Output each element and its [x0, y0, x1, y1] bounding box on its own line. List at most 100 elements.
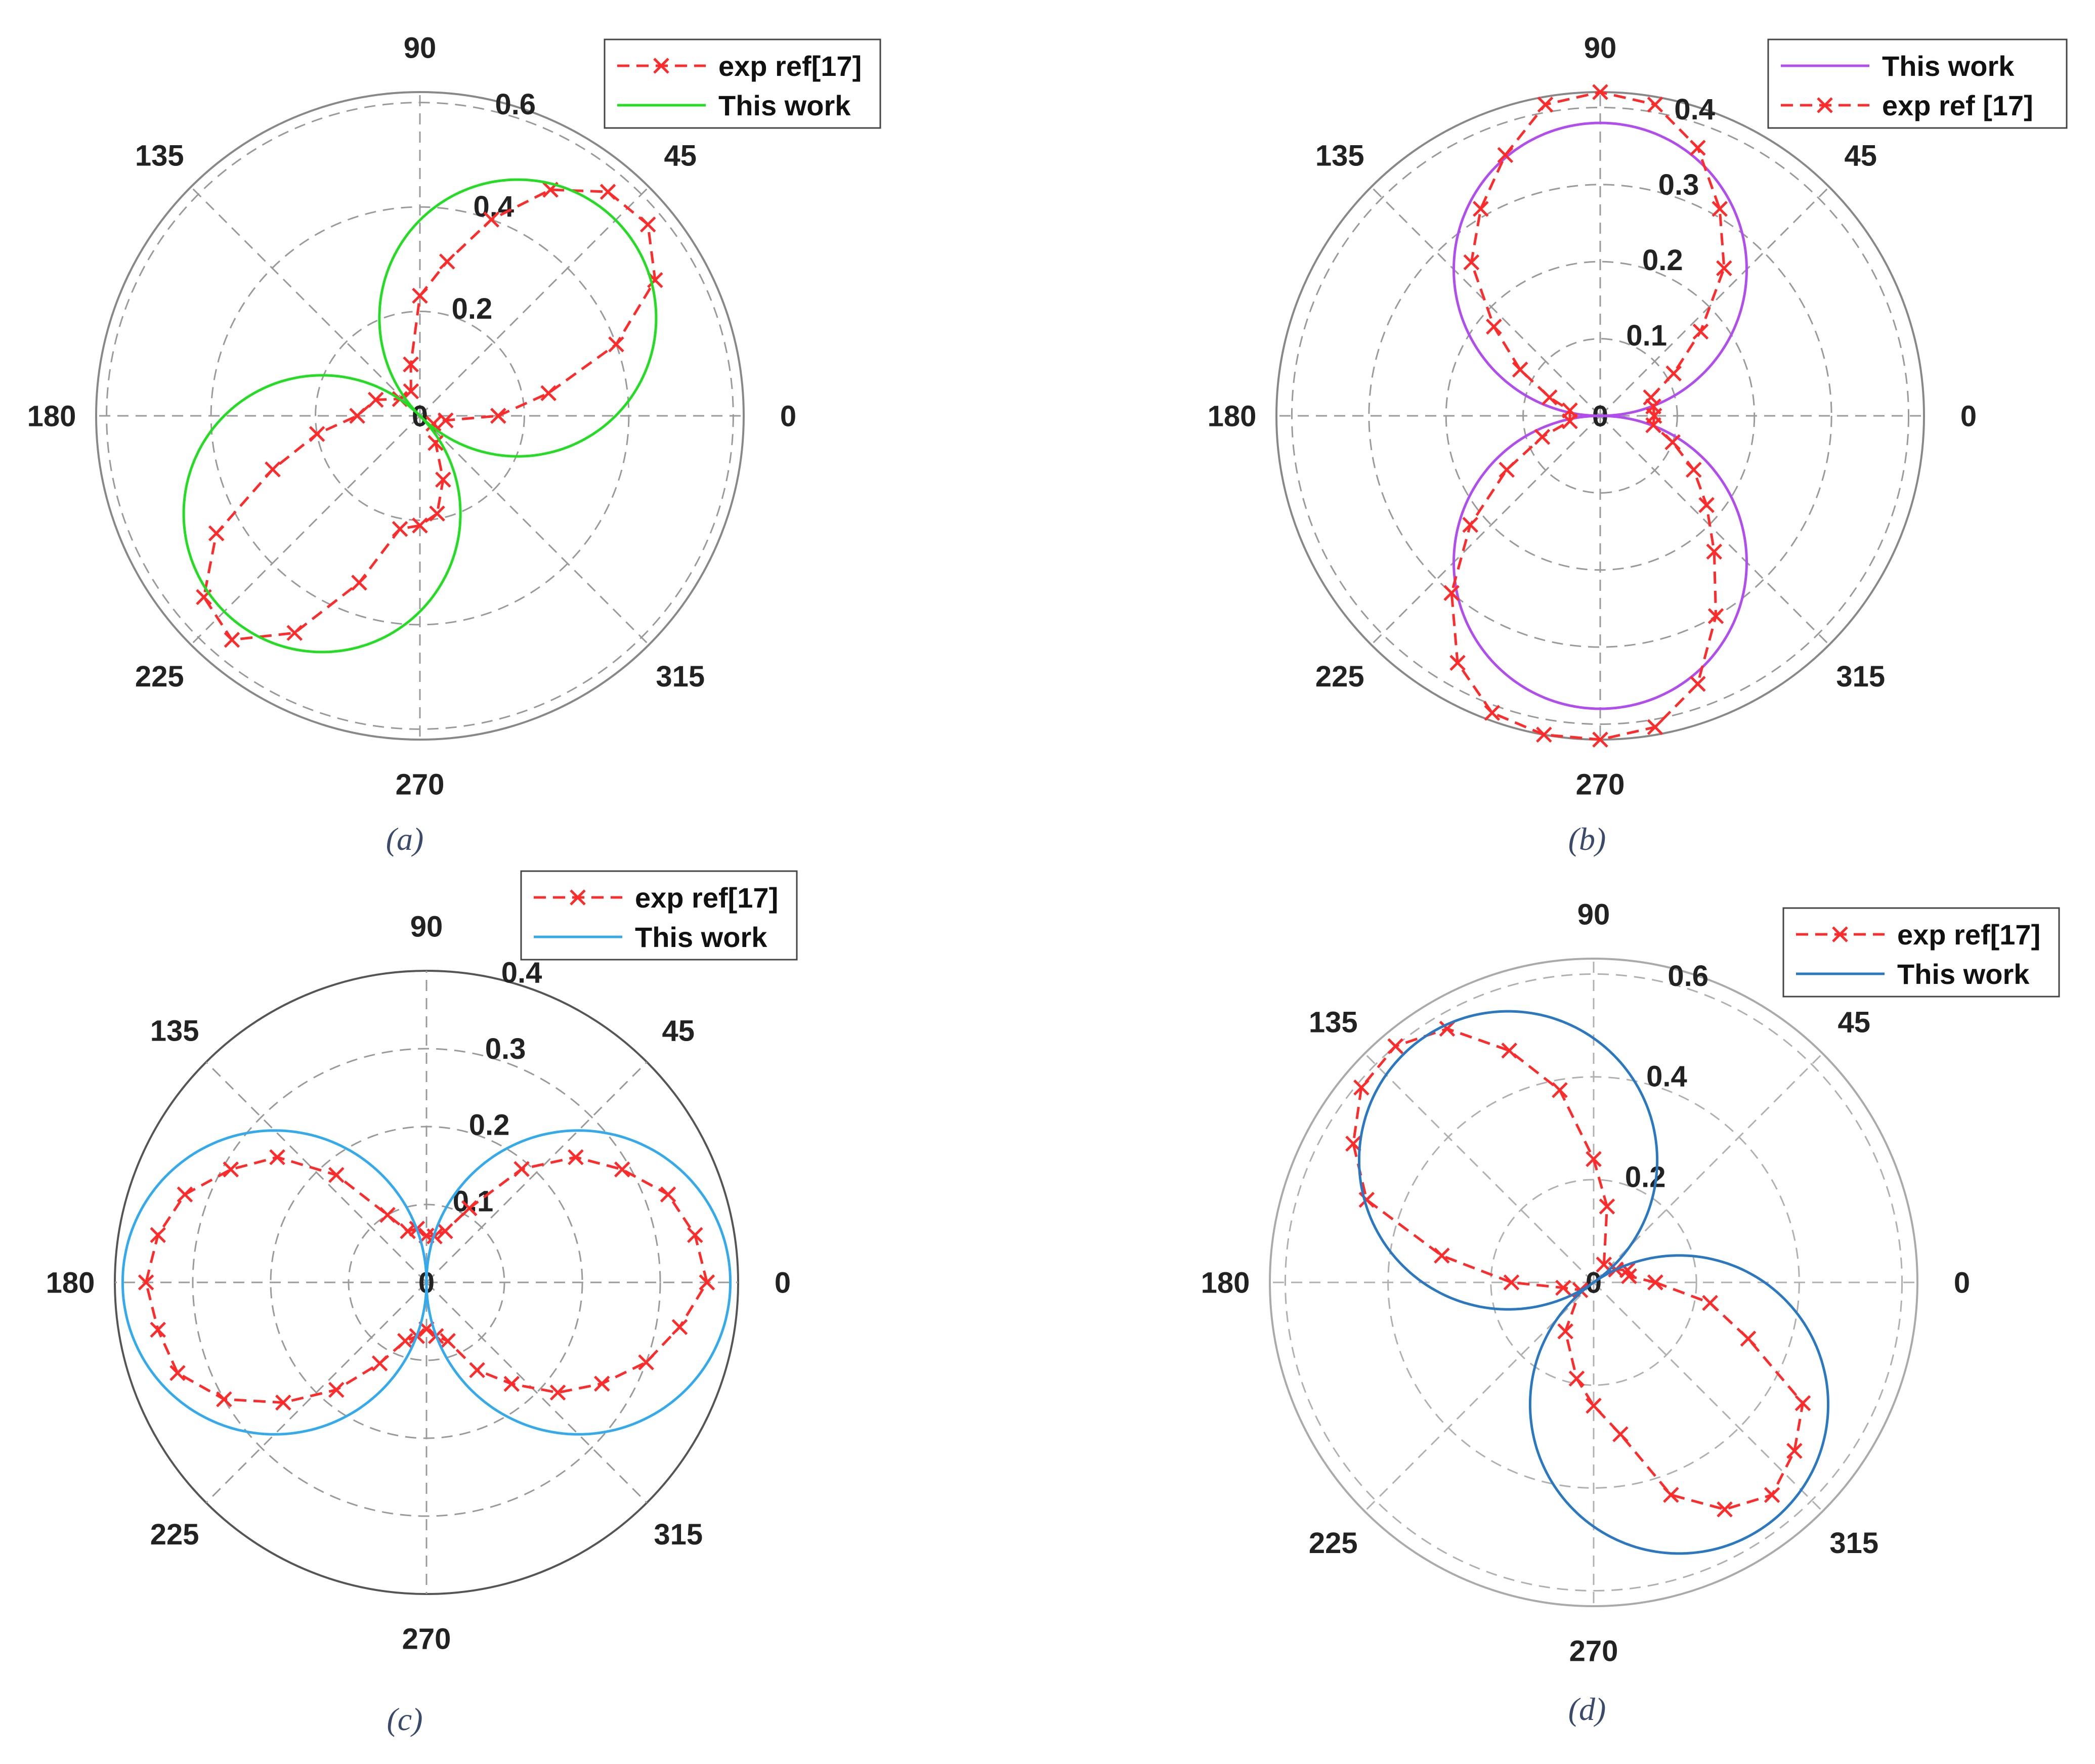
exp-data-point	[1612, 1426, 1629, 1442]
exp-data-point	[169, 1365, 186, 1381]
theta-tick-label: 225	[1315, 660, 1364, 693]
exp-data-point	[400, 1223, 416, 1239]
exp-data-point	[138, 1274, 154, 1290]
angular-grid-line	[1364, 1053, 1595, 1283]
exp-curve	[202, 188, 657, 641]
legend: exp ref[17] This work	[520, 870, 798, 961]
exp-data-point	[1663, 1487, 1679, 1503]
legend-marker	[1817, 97, 1833, 113]
theta-tick-label: 90	[404, 31, 437, 64]
exp-data-point	[514, 1161, 530, 1177]
model-curve	[182, 178, 658, 654]
theta-tick-label: 45	[1845, 140, 1877, 173]
exp-data-point	[1664, 434, 1681, 450]
theta-tick-label: 45	[664, 140, 697, 173]
legend-label: This work	[1882, 50, 2015, 82]
series-model	[1452, 121, 1748, 710]
exp-data-point	[435, 471, 451, 488]
legend-label: exp ref[17]	[635, 882, 778, 914]
exp-data-point	[427, 435, 444, 451]
exp-data-point	[437, 1223, 453, 1239]
legend-label: This work	[718, 90, 851, 121]
exp-data-point	[1555, 1279, 1571, 1296]
exp-data-point	[1599, 1198, 1615, 1215]
radial-grid-circle	[192, 1048, 661, 1517]
exp-data-point	[429, 505, 445, 522]
exp-data-point	[639, 217, 656, 233]
model-curve	[121, 1129, 732, 1436]
exp-data-point	[1499, 461, 1515, 478]
exp-data-point	[1562, 413, 1578, 429]
angular-grid-line	[1371, 186, 1601, 417]
theta-tick-label: 270	[396, 768, 445, 801]
angular-grid-line	[205, 1061, 427, 1283]
exp-data-point	[1717, 1501, 1733, 1518]
exp-data-point	[1443, 585, 1460, 601]
exp-data-point	[1484, 705, 1501, 721]
model-curve	[1358, 1010, 1829, 1555]
r-tick-label: 0.3	[1658, 168, 1699, 201]
angular-grid-line	[419, 415, 650, 646]
series-exp	[1443, 84, 1732, 748]
theta-tick-label: 90	[1577, 898, 1610, 931]
legend-entry-model: This work	[1781, 50, 2015, 82]
exp-data-point	[275, 1394, 291, 1411]
legend-label: exp ref[17]	[1897, 919, 2040, 951]
exp-data-point	[1541, 389, 1558, 406]
theta-tick-label: 225	[1309, 1527, 1358, 1560]
radial-grid-circle	[1368, 184, 1832, 648]
exp-data-point	[503, 1375, 520, 1392]
legend-marker	[653, 58, 669, 74]
angular-grid-line	[425, 1061, 648, 1283]
exp-data-point	[490, 408, 506, 424]
angular-grid-line	[190, 415, 421, 646]
exp-data-point	[1537, 96, 1554, 113]
exp-data-point	[568, 1149, 584, 1166]
exp-data-point	[1462, 517, 1478, 533]
exp-data-point	[1665, 365, 1682, 381]
theta-tick-label: 0	[780, 400, 796, 433]
exp-data-point	[269, 1149, 285, 1166]
r-tick-label: 0.6	[1668, 960, 1708, 993]
r-tick-label: 0.2	[1642, 244, 1683, 277]
exp-data-point	[1501, 1043, 1517, 1059]
exp-data-point	[1592, 732, 1608, 748]
exp-data-point	[328, 1167, 345, 1183]
exp-data-point	[150, 1321, 166, 1338]
exp-data-point	[403, 383, 419, 400]
model-curve	[1452, 121, 1748, 710]
exp-data-point	[461, 1200, 478, 1217]
exp-data-point	[177, 1186, 193, 1202]
exp-data-point	[1794, 1395, 1811, 1411]
exp-data-point	[439, 253, 455, 270]
series-model	[121, 1129, 732, 1436]
exp-curve	[1450, 91, 1726, 741]
exp-data-point	[1646, 408, 1662, 424]
theta-tick-label: 270	[1569, 1634, 1618, 1667]
theta-tick-label: 135	[1315, 140, 1364, 173]
legend-entry-exp: exp ref[17]	[1796, 919, 2040, 951]
angular-grid-line	[1599, 186, 1830, 417]
angular-grid-line	[1371, 415, 1601, 646]
exp-data-point	[1716, 260, 1732, 276]
r-tick-label: 0.6	[495, 88, 536, 121]
theta-tick-label: 180	[1208, 400, 1257, 433]
exp-data-point	[638, 1354, 654, 1370]
legend-entry-model: This work	[534, 921, 767, 953]
exp-data-point	[1586, 1398, 1602, 1414]
legend-entry-exp: exp ref[17]	[534, 882, 778, 914]
exp-data-point	[1647, 96, 1663, 113]
exp-data-point	[397, 1333, 413, 1349]
legend: exp ref[17] This work	[1782, 907, 2060, 998]
exp-data-point	[1647, 1274, 1663, 1290]
theta-tick-label: 315	[656, 660, 705, 693]
angular-grid-line	[205, 1281, 427, 1503]
exp-data-point	[1512, 361, 1528, 378]
exp-data-point	[1647, 719, 1663, 736]
exp-data-point	[1434, 1247, 1450, 1264]
legend-label: exp ref[17]	[718, 50, 862, 82]
exp-data-point	[309, 426, 325, 442]
